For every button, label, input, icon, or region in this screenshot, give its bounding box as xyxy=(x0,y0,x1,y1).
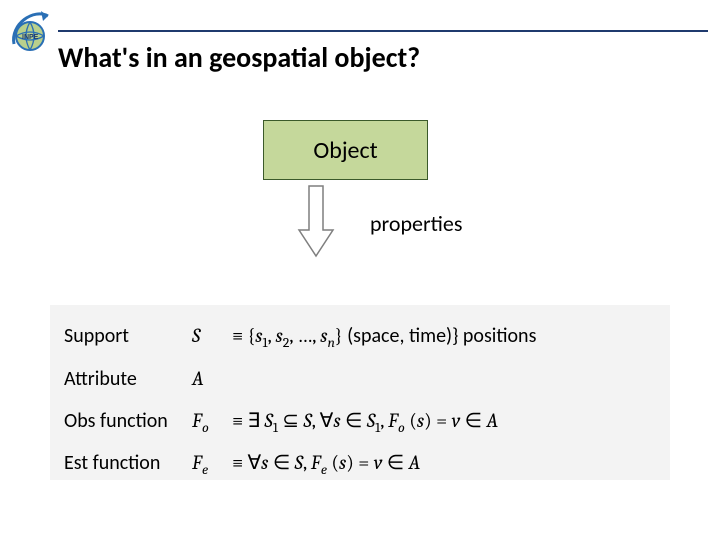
def-symbol: Fe xyxy=(192,442,232,485)
def-body: ≡ ∀s ∈ S, Fe (s) = v ∈ A xyxy=(232,442,656,485)
svg-text:INPE: INPE xyxy=(22,34,39,41)
def-label: Obs function xyxy=(64,401,192,442)
def-symbol: Fo xyxy=(192,400,232,443)
down-arrow-icon xyxy=(297,182,335,260)
def-label: Support xyxy=(64,316,192,357)
definitions-panel: Support S ≡ {s1, s2, …, sn} (space, time… xyxy=(50,305,670,480)
def-row-attribute: Attribute A xyxy=(64,358,656,400)
def-row-obs: Obs function Fo ≡ ∃ S1 ⊆ S, ∀s ∈ S1, Fo … xyxy=(64,400,656,443)
object-box-label: Object xyxy=(313,136,377,165)
def-label: Attribute xyxy=(64,359,192,400)
object-box: Object xyxy=(263,120,428,180)
def-symbol: A xyxy=(192,358,232,399)
def-row-support: Support S ≡ {s1, s2, …, sn} (space, time… xyxy=(64,315,656,358)
def-body: ≡ {s1, s2, …, sn} (space, time)} positio… xyxy=(232,315,656,358)
slide-title: What's in an geospatial object? xyxy=(58,40,420,75)
def-row-est: Est function Fe ≡ ∀s ∈ S, Fe (s) = v ∈ A xyxy=(64,442,656,485)
def-body: ≡ ∃ S1 ⊆ S, ∀s ∈ S1, Fo (s) = v ∈ A xyxy=(232,400,656,443)
properties-label: properties xyxy=(370,210,462,237)
header-rule xyxy=(58,30,708,32)
inpe-logo: INPE xyxy=(8,6,58,56)
def-label: Est function xyxy=(64,443,192,484)
def-symbol: S xyxy=(192,315,232,356)
